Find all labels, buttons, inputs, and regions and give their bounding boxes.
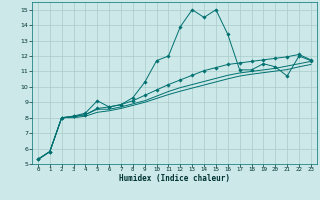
X-axis label: Humidex (Indice chaleur): Humidex (Indice chaleur) bbox=[119, 174, 230, 183]
